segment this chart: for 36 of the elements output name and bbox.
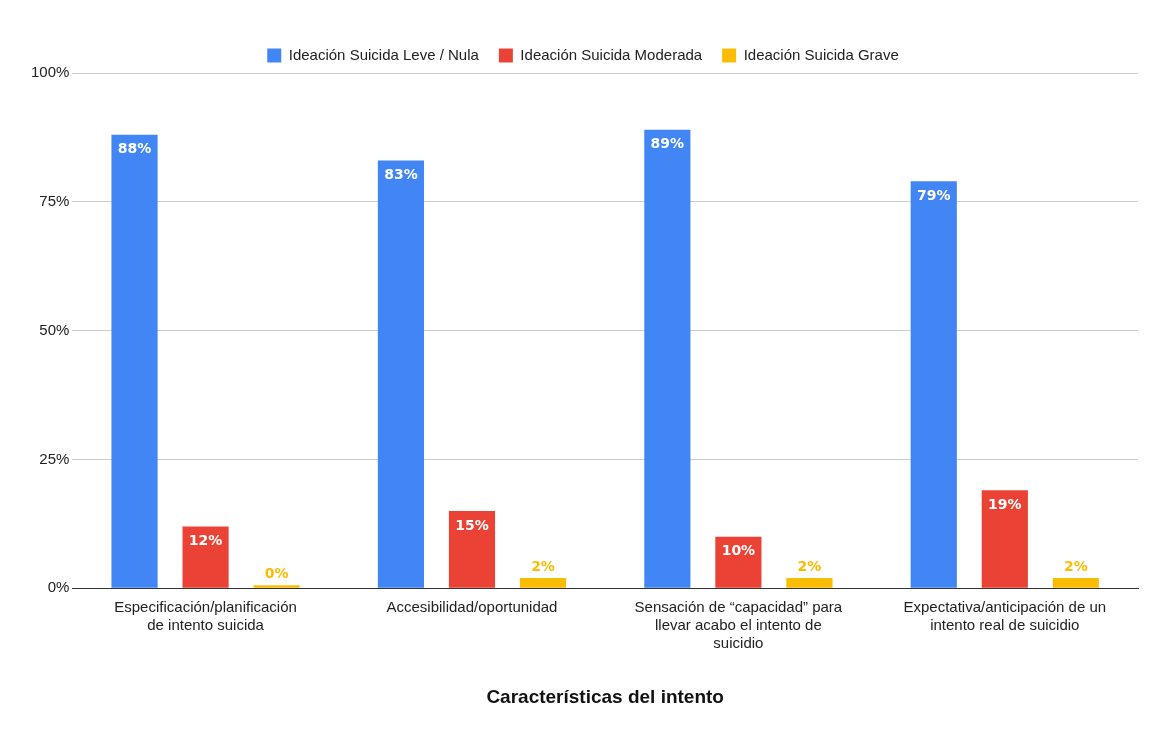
data-label: 2%	[797, 557, 822, 574]
legend-label: Ideación Suicida Leve / Nula	[288, 45, 480, 63]
bar	[377, 160, 425, 588]
data-label: 88%	[117, 140, 152, 157]
legend-label: Ideación Suicida Moderada	[520, 45, 703, 63]
x-tick-label: Especificación/planificación de intento suicida	[114, 598, 297, 634]
bar	[1052, 577, 1099, 588]
bar	[786, 577, 833, 588]
bar	[519, 577, 567, 588]
bar	[715, 536, 762, 588]
y-tick-label: 0%	[47, 578, 70, 596]
bar	[182, 526, 229, 588]
data-label: 79%	[917, 186, 951, 203]
data-label: 2%	[531, 557, 555, 574]
bar	[448, 510, 496, 588]
legend-label: Ideación Suicida Grave	[743, 45, 899, 63]
data-label: 2%	[1063, 557, 1088, 574]
data-label: 89%	[650, 135, 685, 152]
bar	[111, 134, 158, 588]
y-tick-label: 75%	[39, 191, 70, 209]
data-label: 12%	[188, 532, 223, 549]
data-label: 19%	[988, 495, 1022, 512]
data-label: 15%	[455, 516, 489, 533]
x-axis-title: Características del intento	[486, 685, 724, 707]
bar	[910, 181, 957, 588]
y-tick-label: 50%	[39, 320, 70, 338]
x-tick-label: Accesibilidad/oportunidad	[386, 598, 558, 616]
data-label: 83%	[384, 166, 418, 183]
x-tick-label: Sensación de “capacidad” para llevar acabo el intento de suicidio	[634, 598, 843, 652]
y-tick-label: 100%	[30, 63, 70, 81]
data-label: 0%	[264, 564, 289, 581]
x-tick-label: Expectativa/anticipación de un intento real de suicidio	[903, 598, 1107, 634]
data-label: 10%	[721, 542, 756, 559]
bar	[644, 129, 691, 588]
bar	[981, 490, 1028, 588]
y-tick-label: 25%	[39, 449, 70, 467]
